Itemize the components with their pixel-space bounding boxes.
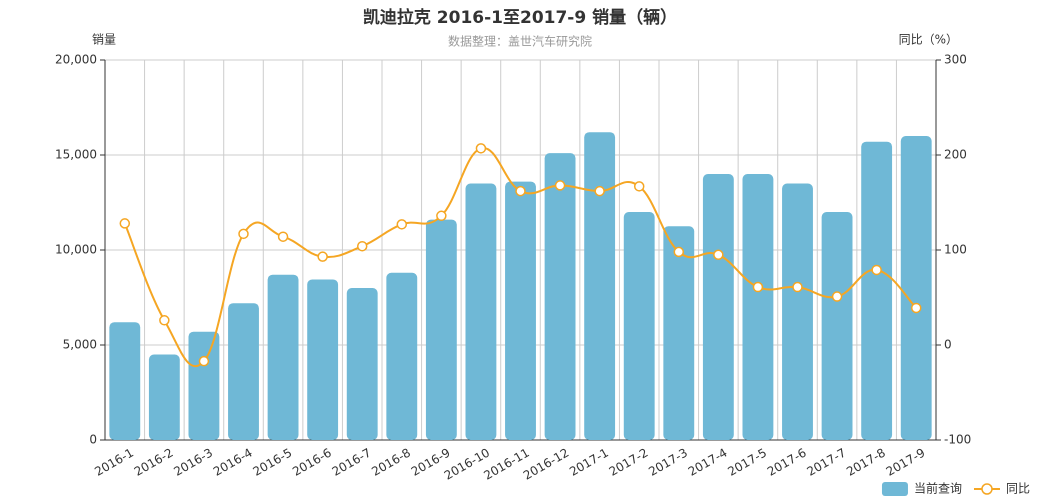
bar [861,141,893,440]
x-tick-label: 2016-4 [211,446,255,479]
x-tick-label: 2017-9 [884,446,928,479]
y-tick-label: 10,000 [55,243,97,257]
x-tick-label: 2016-3 [171,446,215,479]
legend-label: 同比 [1006,482,1030,496]
line-point [554,180,566,191]
x-tick-label: 2017-6 [765,446,809,479]
y2-tick-label: 100 [944,243,967,257]
x-tick-label: 2017-1 [567,446,611,479]
line-point [238,228,249,240]
chart-title: 凯迪拉克 2016-1至2017-9 销量（辆） [363,7,677,28]
x-tick-label: 2016-7 [330,446,374,479]
bar [188,331,220,440]
x-tick-label: 2017-4 [686,446,730,479]
x-tick-label: 2016-8 [369,446,413,479]
line-point [831,291,843,302]
bar [465,183,497,440]
x-tick-label: 2017-5 [725,446,769,479]
bar [623,212,655,440]
x-tick-label: 2017-3 [646,446,690,479]
line-point [436,210,447,222]
y2-tick-label: -100 [944,433,971,447]
bar [584,132,616,440]
legend-swatch [981,483,993,495]
y2-tick-label: 300 [944,53,967,67]
line-point [277,231,289,242]
line-point [515,185,526,197]
line-point [356,240,368,252]
line-point [633,181,645,192]
x-tick-label: 2017-7 [805,446,849,479]
y-tick-label: 15,000 [55,148,97,162]
line-point [475,143,487,154]
x-tick-label: 2016-1 [92,446,136,479]
legend-swatch [881,482,908,496]
x-tick-label: 2017-2 [607,446,651,479]
line-point [910,302,922,314]
bar [821,212,853,440]
bar [544,153,576,440]
line-point [752,281,764,293]
bar [148,354,180,440]
line-point [871,264,882,276]
y2-tick-label: 0 [944,338,952,352]
bar [386,272,418,440]
line-point [396,219,408,230]
line-point [792,281,803,293]
line-point [119,218,131,229]
bar [346,288,378,440]
x-tick-label: 2017-8 [844,446,888,479]
chart-subtitle: 数据整理：盖世汽车研究院 [448,34,592,49]
y2-tick-label: 200 [944,148,967,162]
y-tick-label: 20,000 [55,53,97,67]
bar [267,274,299,440]
line-point [673,246,685,258]
y2-axis-label: 同比（%） [899,33,958,47]
legend-label: 当前查询 [914,481,962,496]
bar [742,174,774,440]
y-tick-label: 5,000 [63,338,97,352]
bar [307,279,339,440]
bar [505,181,536,440]
y-tick-label: 0 [89,433,97,447]
line-point [713,249,724,260]
x-tick-label: 2016-12 [521,446,571,483]
line [123,147,917,368]
line-point [317,251,328,262]
y-axis-label: 销量 [92,33,116,47]
bar [228,303,259,440]
x-tick-label: 2016-6 [290,446,334,479]
bar [702,174,734,440]
bar [663,226,695,440]
bar [782,183,813,440]
bar [425,219,457,440]
x-tick-label: 2016-2 [132,446,176,479]
line-point [594,185,605,197]
bar [109,322,141,440]
bar [900,136,932,440]
x-tick-label: 2016-5 [251,446,295,479]
line-point [198,355,210,367]
line-point [159,315,170,326]
